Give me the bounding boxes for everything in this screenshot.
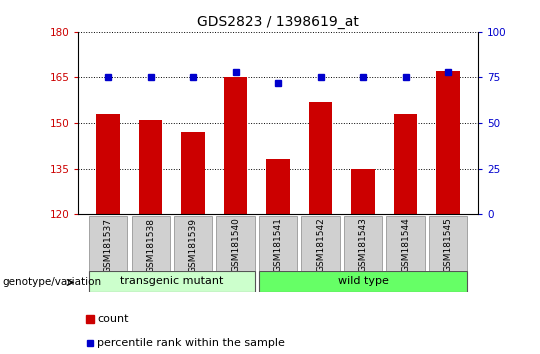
Text: transgenic mutant: transgenic mutant bbox=[120, 276, 224, 286]
Text: GSM181539: GSM181539 bbox=[188, 218, 198, 273]
Bar bbox=[301, 216, 340, 271]
Text: percentile rank within the sample: percentile rank within the sample bbox=[97, 338, 285, 348]
Text: GSM181538: GSM181538 bbox=[146, 218, 155, 273]
Bar bbox=[436, 72, 460, 214]
Bar bbox=[139, 120, 163, 214]
Bar bbox=[259, 271, 467, 292]
Text: GSM181540: GSM181540 bbox=[231, 218, 240, 273]
Text: wild type: wild type bbox=[338, 276, 388, 286]
Text: GSM181545: GSM181545 bbox=[443, 218, 453, 273]
Bar bbox=[309, 102, 332, 214]
Text: genotype/variation: genotype/variation bbox=[3, 278, 102, 287]
Text: GSM181544: GSM181544 bbox=[401, 218, 410, 272]
Bar bbox=[132, 216, 170, 271]
Title: GDS2823 / 1398619_at: GDS2823 / 1398619_at bbox=[197, 16, 359, 29]
Bar bbox=[429, 216, 467, 271]
Bar bbox=[89, 271, 255, 292]
Text: GSM181542: GSM181542 bbox=[316, 218, 325, 272]
Bar bbox=[217, 216, 255, 271]
Bar bbox=[344, 216, 382, 271]
Text: GSM181537: GSM181537 bbox=[104, 218, 113, 273]
Bar bbox=[89, 216, 127, 271]
Bar bbox=[266, 159, 290, 214]
Bar bbox=[224, 78, 247, 214]
Bar bbox=[352, 169, 375, 214]
Bar bbox=[181, 132, 205, 214]
Bar bbox=[97, 114, 120, 214]
Text: GSM181541: GSM181541 bbox=[274, 218, 282, 273]
Bar bbox=[394, 114, 417, 214]
Text: GSM181543: GSM181543 bbox=[359, 218, 368, 273]
Bar bbox=[174, 216, 212, 271]
Bar bbox=[387, 216, 424, 271]
Text: count: count bbox=[97, 314, 129, 324]
Bar bbox=[259, 216, 297, 271]
